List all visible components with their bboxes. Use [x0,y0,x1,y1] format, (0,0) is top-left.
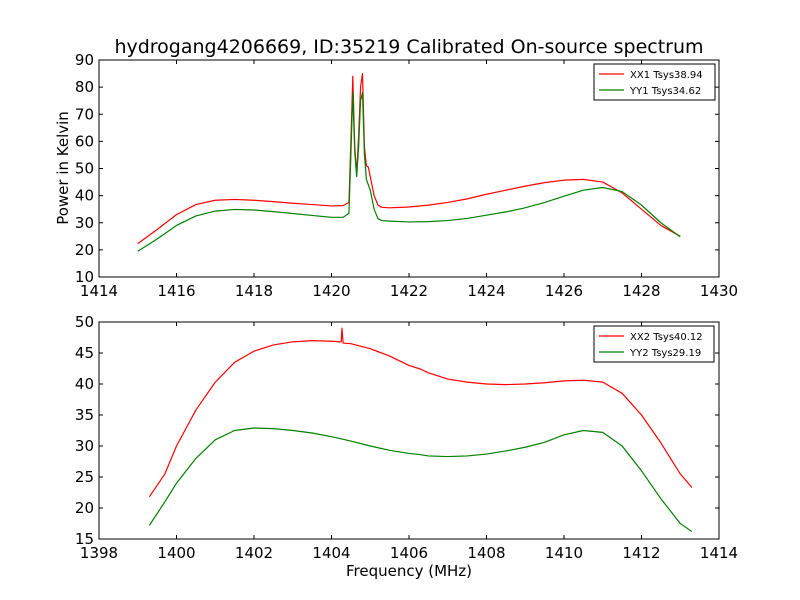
x-tick-label: 1412 [622,544,660,562]
y-tick-label: 25 [75,468,94,486]
x-tick-label: 1400 [157,544,195,562]
x-tick-label: 1398 [80,544,118,562]
x-tick-label: 1410 [545,544,583,562]
legend-box [593,325,715,363]
y-tick-label: 15 [75,530,94,548]
x-tick-label: 1422 [390,282,428,300]
y-tick-label: 30 [75,214,94,232]
x-tick-label: 1428 [622,282,660,300]
y-tick-label: 90 [75,51,94,69]
y-tick-label: 50 [75,160,94,178]
x-tick-label: 1414 [80,282,118,300]
series-line-green [137,91,681,252]
legend-entry: XX2 Tsys40.12 [630,332,703,343]
y-tick-label: 40 [75,187,94,205]
y-tick-label: 35 [75,406,94,424]
legend-entry: YY1 Tsys34.62 [629,86,701,97]
y-tick-label: 50 [75,313,94,331]
series-line-red [148,327,693,498]
x-axis-label: Frequency (MHz) [346,562,472,580]
x-tick-label: 1402 [235,544,273,562]
legend-entry: XX1 Tsys38.94 [630,70,703,81]
legend: XX1 Tsys38.94 YY1 Tsys34.62 [593,63,716,101]
y-tick-label: 20 [75,241,94,259]
x-tick-label: 1424 [467,282,505,300]
x-tick-label: 1426 [545,282,583,300]
x-tick-label: 1416 [157,282,195,300]
x-tick-label: 1404 [312,544,350,562]
x-tick-label: 1418 [235,282,273,300]
y-tick-label: 45 [75,344,94,362]
bottom-panel: 1398 1400 1402 1404 1406 1408 1410 1412 1414 15 20… [75,313,738,562]
y-tick-label: 80 [75,78,94,96]
series-line-red [137,72,681,245]
series-line-green [148,427,693,533]
y-axis-label: Power in Kelvin [54,111,72,225]
y-tick-label: 20 [75,499,94,517]
legend: XX2 Tsys40.12 YY2 Tsys29.19 [593,325,715,363]
top-panel: 1414 1416 1418 1420 1422 1424 1426 1428 1430 10 20… [75,51,738,300]
legend-entry: YY2 Tsys29.19 [629,348,701,359]
x-tick-label: 1408 [467,544,505,562]
x-tick-label: 1430 [700,282,738,300]
x-tick-label: 1420 [312,282,350,300]
y-tick-label: 70 [75,105,94,123]
y-tick-label: 30 [75,437,94,455]
x-tick-label: 1414 [700,544,738,562]
y-tick-label: 10 [75,268,94,286]
y-tick-label: 40 [75,375,94,393]
x-tick-label: 1406 [390,544,428,562]
y-tick-label: 60 [75,132,94,150]
chart-title: hydrogang4206669, ID:35219 Calibrated On… [114,36,703,58]
legend-box [593,63,716,101]
